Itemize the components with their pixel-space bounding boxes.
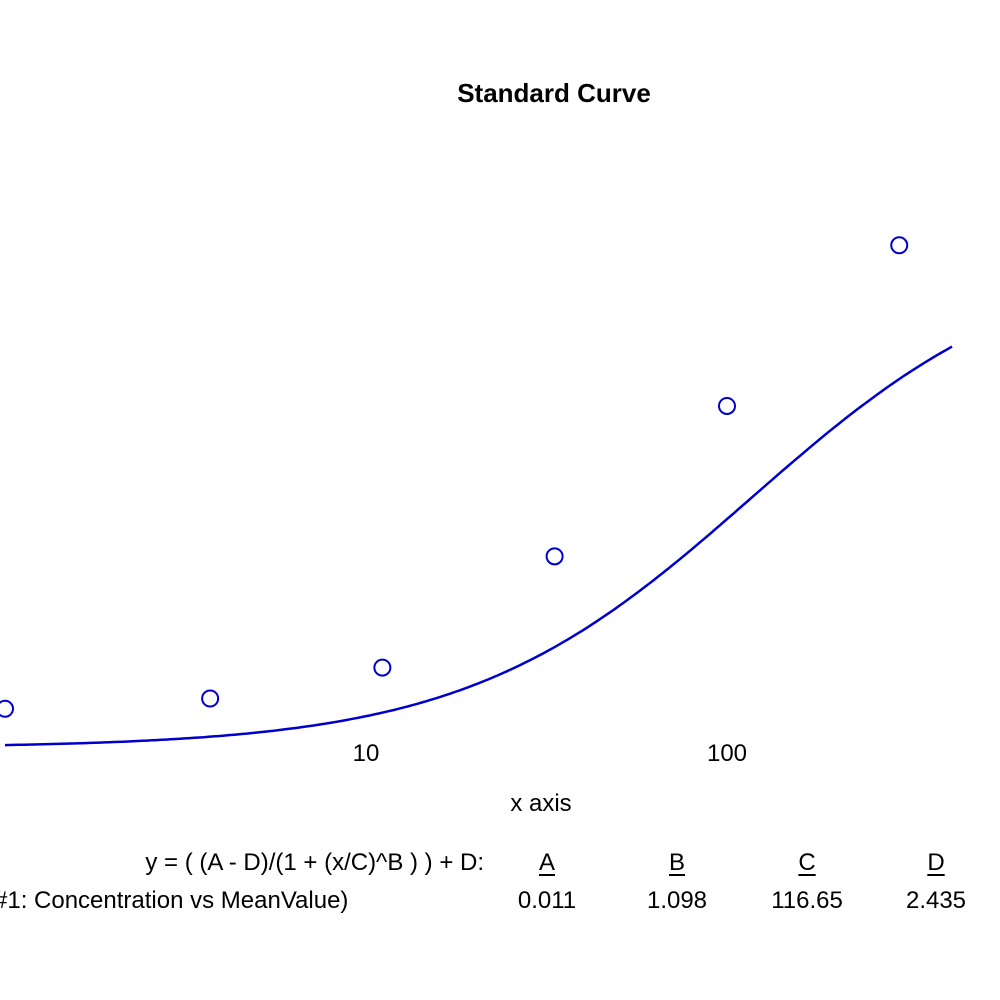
param-name-c: C <box>798 849 816 876</box>
fit-curve <box>4 345 953 747</box>
data-point-2 <box>201 689 220 708</box>
chart-title: Standard Curve <box>457 78 651 108</box>
param-name-a: A <box>538 849 556 876</box>
data-point-3 <box>373 658 392 677</box>
param-name-d: D <box>927 849 945 876</box>
data-point-6 <box>890 236 909 255</box>
x-tick-label: 10 <box>353 740 380 767</box>
fit-series-label: #1: Concentration vs MeanValue) <box>0 887 349 914</box>
param-name-b: B <box>668 849 686 876</box>
param-value-d: 2.435 <box>905 887 967 914</box>
param-value-c: 116.65 <box>771 887 843 914</box>
x-axis-label: x axis <box>510 790 572 817</box>
data-point-4 <box>545 547 564 566</box>
x-tick-label: 100 <box>707 740 747 767</box>
fit-equation: y = ( (A - D)/(1 + (x/C)^B ) ) + D: <box>145 849 484 876</box>
data-point-1 <box>0 699 14 718</box>
param-value-b: 1.098 <box>646 887 708 914</box>
param-value-a: 0.011 <box>517 887 577 914</box>
data-point-5 <box>718 396 736 415</box>
